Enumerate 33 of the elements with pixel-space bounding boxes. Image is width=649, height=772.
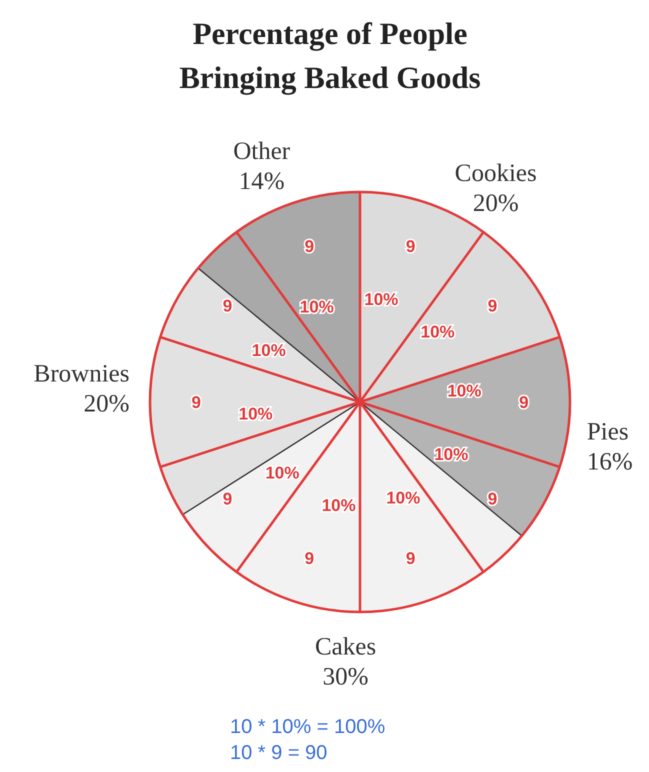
- chart-title: Percentage of People Bringing Baked Goods: [179, 16, 481, 95]
- data-label: 30%: [322, 664, 368, 691]
- text: 10%: [386, 488, 420, 508]
- text: 10%: [238, 404, 273, 424]
- data-label: 16%: [586, 448, 633, 476]
- text: 9: [406, 548, 416, 568]
- text: 9: [488, 489, 498, 508]
- text: 10 * 10% = 100%: [230, 716, 386, 738]
- text: 10%: [434, 445, 468, 464]
- slice-label: Cookies: [454, 160, 537, 188]
- data-label: 20%: [472, 190, 519, 218]
- text: 9: [406, 237, 416, 256]
- text: 10 * 9 = 90: [230, 742, 328, 764]
- slice-label: Pies: [586, 418, 629, 446]
- text: 10%: [300, 297, 334, 316]
- text: 9: [191, 393, 201, 412]
- data-label: 20%: [84, 390, 130, 418]
- slice-label: Brownies: [34, 360, 130, 388]
- text: 10%: [252, 340, 286, 360]
- text: 9: [519, 393, 529, 412]
- text: 9: [488, 296, 498, 316]
- slice-label: Cakes: [314, 634, 376, 661]
- text: 10%: [265, 464, 300, 483]
- data-label: 14%: [238, 168, 285, 195]
- text: 9: [222, 489, 232, 508]
- text: 10%: [322, 496, 356, 515]
- text: 9: [222, 296, 232, 316]
- text: 10%: [420, 322, 455, 342]
- text: 9: [304, 548, 314, 568]
- text: 9: [304, 237, 314, 256]
- text: 10%: [364, 290, 398, 310]
- text: 10%: [447, 381, 482, 400]
- slice-label: Other: [233, 138, 291, 165]
